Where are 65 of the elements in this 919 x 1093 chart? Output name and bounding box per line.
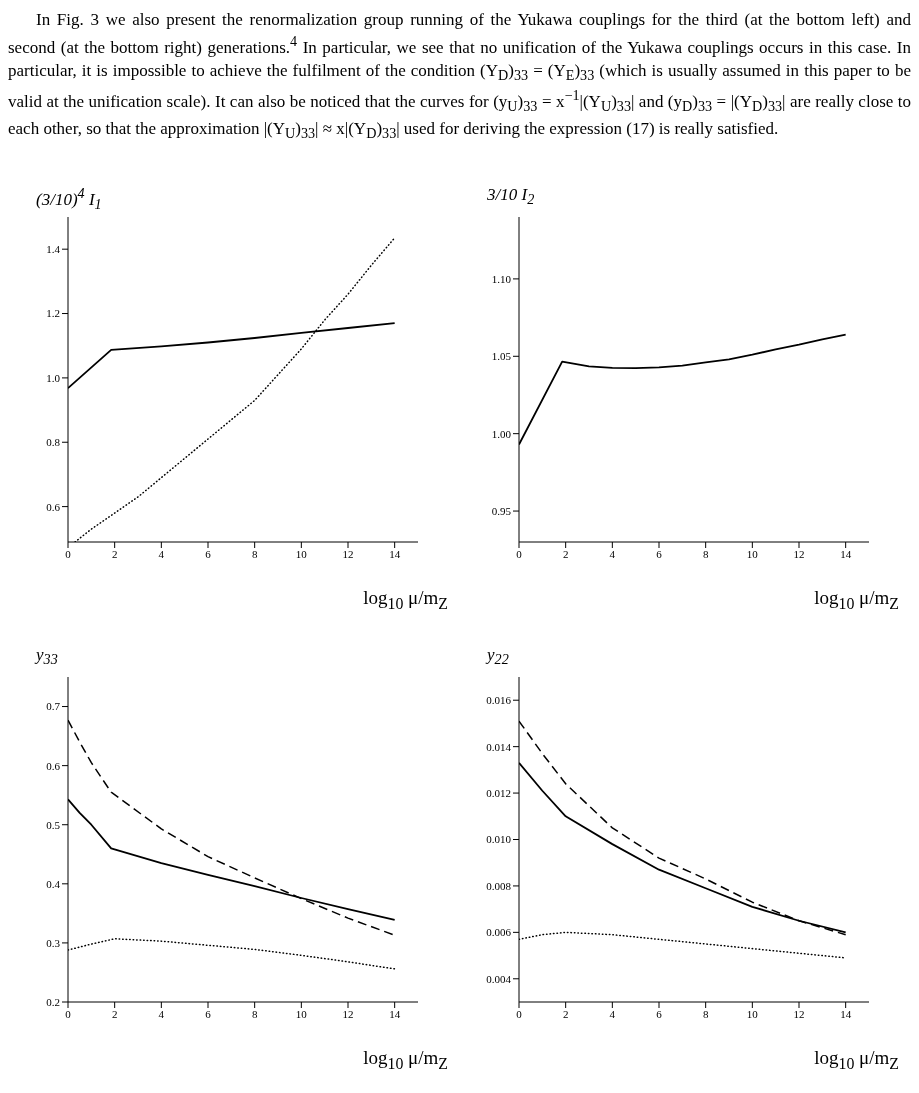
y-tick-label: 0.006 xyxy=(486,925,512,938)
y-tick-label: 0.014 xyxy=(486,740,512,753)
y-tick-label: 1.0 xyxy=(46,371,61,384)
x-tick-label: 4 xyxy=(158,1007,165,1020)
x-axis-title: log$_{10}$ μ/m$_{Z}$ xyxy=(814,1046,899,1073)
x-axis-title: log$_{10}$ μ/m$_{Z}$ xyxy=(363,586,448,613)
x-tick-label: 0 xyxy=(516,547,523,560)
x-tick-label: 14 xyxy=(840,1007,852,1020)
x-tick-label: 0 xyxy=(65,1007,72,1020)
x-tick-label: 6 xyxy=(656,547,663,560)
y-tick-label: 1.4 xyxy=(46,242,61,255)
x-tick-label: 14 xyxy=(389,1007,401,1020)
text: In Fig. 3 we also present the renormalization group running of the Yukawa couplings for the third (at the bottom left) and second (at the bottom right) generations.$^{4}$ In particular, we see that no unification of the Yukawa couplings occurs in this case. In particular, it is impossible to achieve the fulfilment of the condition (Y$_{D}$)$_{33}$ = (Y$_{E}$)$_{33}$ (which is usually assumed in this paper to be valid at the unification scale). It can also be noticed that the curves for (y$_{U}$)$_{33}$ = x$^{−1}$|(Y$_{U}$)$_{33}$| and (y$_{D}$)$_{33}$ = |(Y$_{D}$)$_{33}$| are really close to each other, so that the approximation |(Y$_{U}$)$_{33}$| ≈ x|(Y$_{D}$)$_{33}$| used for deriving the expression (17) is really satisfied. xyxy=(8,10,911,142)
y-tick-label: 1.05 xyxy=(491,349,512,362)
y-tick-label: 1.10 xyxy=(491,272,512,285)
y-tick-label: 0.016 xyxy=(486,693,512,706)
x-tick-label: 6 xyxy=(205,547,212,560)
x-tick-label: 2 xyxy=(562,1007,569,1020)
y-axis-title: y$_{22}$ xyxy=(487,644,509,668)
y-tick-label: 0.7 xyxy=(46,700,61,713)
x-tick-label: 12 xyxy=(793,547,805,560)
y-tick-label: 0.95 xyxy=(491,504,512,517)
x-tick-label: 8 xyxy=(251,547,258,560)
x-tick-label: 0 xyxy=(516,1007,523,1020)
line-series xyxy=(68,937,396,970)
x-tick-label: 12 xyxy=(793,1007,805,1020)
x-tick-label: 10 xyxy=(295,1007,308,1020)
x-tick-label: 2 xyxy=(111,547,118,560)
x-tick-label: 8 xyxy=(251,1007,258,1020)
y-tick-label: 0.6 xyxy=(46,759,61,772)
y-tick-label: 0.004 xyxy=(486,972,512,985)
y-tick-label: 0.008 xyxy=(486,879,512,892)
y-tick-label: 0.012 xyxy=(486,786,511,799)
x-tick-label: 2 xyxy=(111,1007,118,1020)
y-tick-label: 0.2 xyxy=(46,995,60,1008)
x-tick-label: 6 xyxy=(205,1007,212,1020)
y-tick-label: 1.2 xyxy=(46,307,60,319)
y-axis-title: y$_{33}$ xyxy=(36,644,58,668)
x-tick-label: 12 xyxy=(342,547,354,560)
x-tick-label: 10 xyxy=(746,547,759,560)
x-tick-label: 4 xyxy=(158,547,165,560)
x-tick-label: 8 xyxy=(702,547,709,560)
x-tick-label: 4 xyxy=(609,1007,616,1020)
x-tick-label: 12 xyxy=(342,1007,354,1020)
y-tick-label: 1.00 xyxy=(491,427,512,440)
x-axis-title: log$_{10}$ μ/m$_{Z}$ xyxy=(363,1046,448,1073)
y-tick-label: 0.010 xyxy=(486,832,512,845)
y-axis-title: (3/10)$^{4}$ I$_{1}$ xyxy=(36,184,102,213)
y-tick-label: 0.4 xyxy=(46,877,61,890)
x-axis-title: log$_{10}$ μ/m$_{Z}$ xyxy=(814,586,899,613)
y-tick-label: 0.8 xyxy=(46,435,61,448)
y-tick-label: 0.6 xyxy=(46,500,61,513)
x-tick-label: 14 xyxy=(389,547,401,560)
y-tick-label: 0.5 xyxy=(46,818,61,831)
x-tick-label: 10 xyxy=(295,547,308,560)
y-tick-label: 0.3 xyxy=(46,936,61,949)
line-series xyxy=(519,931,847,959)
y-axis-title: 3/10 I$_{2}$ xyxy=(487,184,535,208)
x-tick-label: 4 xyxy=(609,547,616,560)
x-tick-label: 10 xyxy=(746,1007,759,1020)
x-tick-label: 0 xyxy=(65,547,72,560)
x-tick-label: 8 xyxy=(702,1007,709,1020)
x-tick-label: 14 xyxy=(840,547,852,560)
x-tick-label: 2 xyxy=(562,547,569,560)
x-tick-label: 6 xyxy=(656,1007,663,1020)
